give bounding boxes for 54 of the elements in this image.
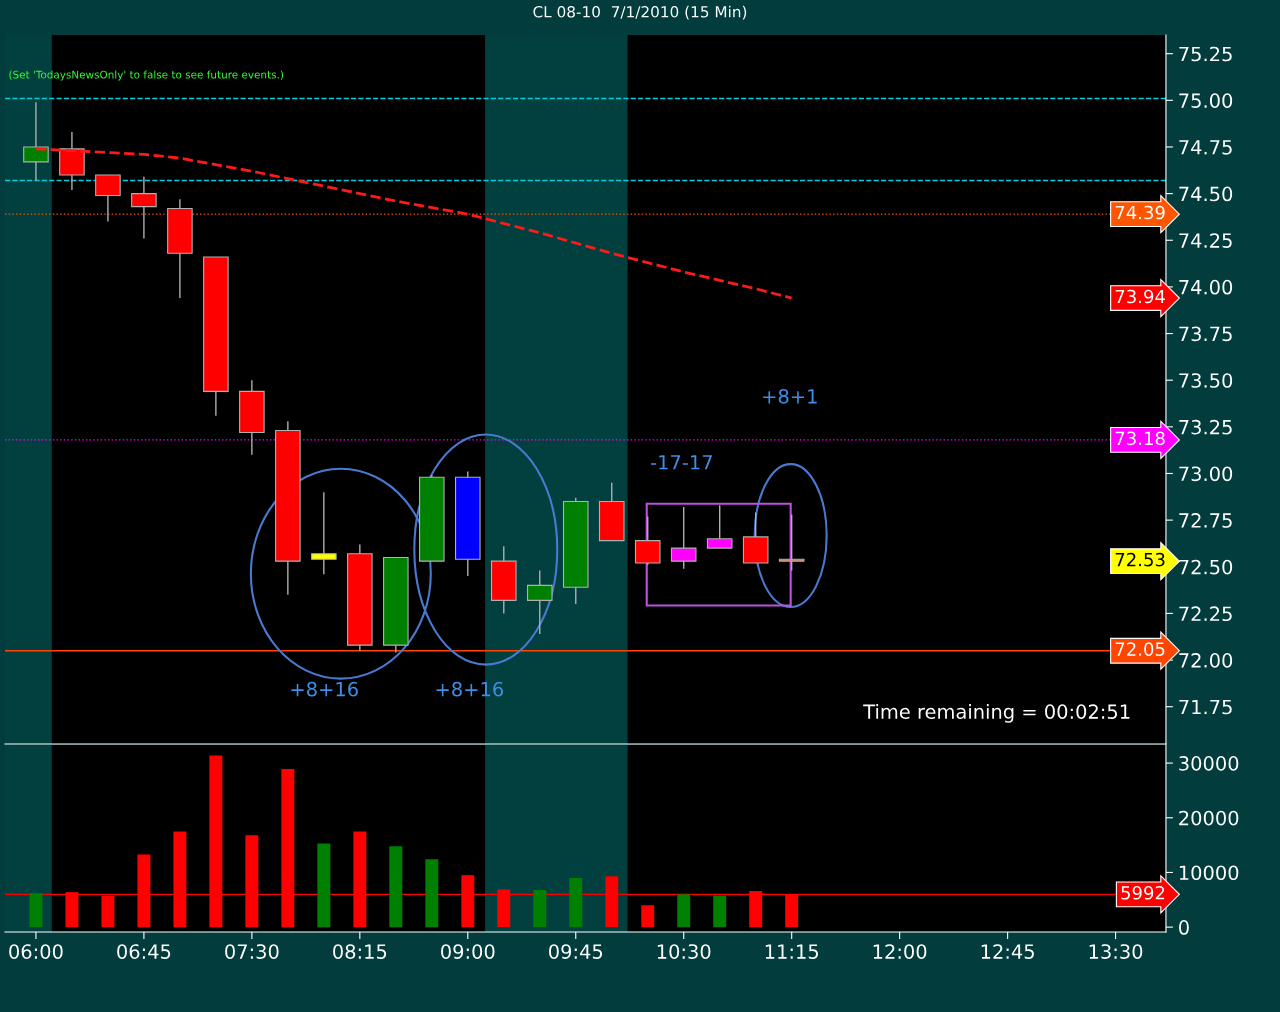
bar [425, 859, 439, 928]
y-tick-label: 73.00 [1179, 466, 1233, 482]
y-tick-label: 20000 [1179, 810, 1239, 826]
y-tick-label: 0 [1179, 920, 1189, 935]
bar [389, 846, 403, 928]
annotation: +8+16 [436, 681, 503, 697]
annotation: (Set 'TodaysNewsOnly' to false to see future events.) [9, 70, 284, 81]
x-tick-label: 09:00 [441, 944, 495, 959]
y-tick-label: 75.25 [1179, 46, 1232, 62]
y-tick-label: 74.25 [1179, 233, 1232, 248]
y-tick-label: 72.00 [1179, 653, 1233, 668]
ref-line-label: 72.05 [1115, 642, 1165, 656]
x-tick-label: 06:45 [117, 944, 171, 959]
y-tick-label: 30000 [1179, 756, 1239, 771]
y-tick-label: 72.50 [1179, 559, 1233, 575]
bar [569, 877, 583, 928]
y-tick-label: 74.50 [1179, 186, 1233, 202]
y-tick-label: 10000 [1179, 865, 1239, 881]
x-tick-label: 12:45 [981, 944, 1034, 959]
x-tick-label: 12:00 [873, 944, 927, 959]
annotation: Time remaining = 00:02:51 [863, 703, 1130, 723]
bar [677, 894, 691, 928]
x-tick-label: 10:30 [657, 944, 711, 959]
x-tick-label: 07:30 [225, 944, 279, 959]
candlestick [778, 513, 805, 572]
text: 72.53 [1115, 552, 1165, 567]
x-tick-label: 06:00 [9, 944, 63, 959]
bar [29, 893, 43, 928]
y-tick-label: 71.75 [1179, 699, 1232, 715]
x-tick-label: 09:45 [549, 944, 603, 959]
annotation: 73.94 [1115, 289, 1165, 304]
y-tick-label: 73.75 [1179, 326, 1232, 342]
y-tick-label: 75.00 [1179, 93, 1233, 108]
ref-line-label: 5992 [1121, 885, 1165, 900]
y-tick-label: 73.25 [1179, 419, 1232, 435]
bar [317, 843, 331, 928]
ref-line-label: 74.39 [1115, 205, 1165, 220]
y-tick-label: 72.25 [1179, 606, 1232, 622]
x-tick-label: 08:15 [333, 944, 387, 959]
annotation: +8+16 [291, 681, 358, 697]
bar [641, 905, 655, 928]
bar [533, 889, 547, 928]
y-tick-label: 72.75 [1179, 513, 1232, 528]
bar [713, 895, 727, 928]
chart-title: CL 08-10 7/1/2010 (15 Min) [533, 5, 747, 20]
ref-line-label: 73.18 [1115, 431, 1165, 446]
x-tick-label: 11:15 [765, 944, 818, 959]
y-tick-label: 74.00 [1179, 279, 1233, 295]
candlestick [311, 491, 337, 575]
y-tick-label: 74.75 [1179, 140, 1232, 155]
y-tick-label: 73.50 [1179, 373, 1233, 388]
annotation: -17-17 [651, 455, 712, 470]
x-tick-label: 13:30 [1089, 944, 1143, 959]
annotation: +8+1 [763, 388, 817, 404]
